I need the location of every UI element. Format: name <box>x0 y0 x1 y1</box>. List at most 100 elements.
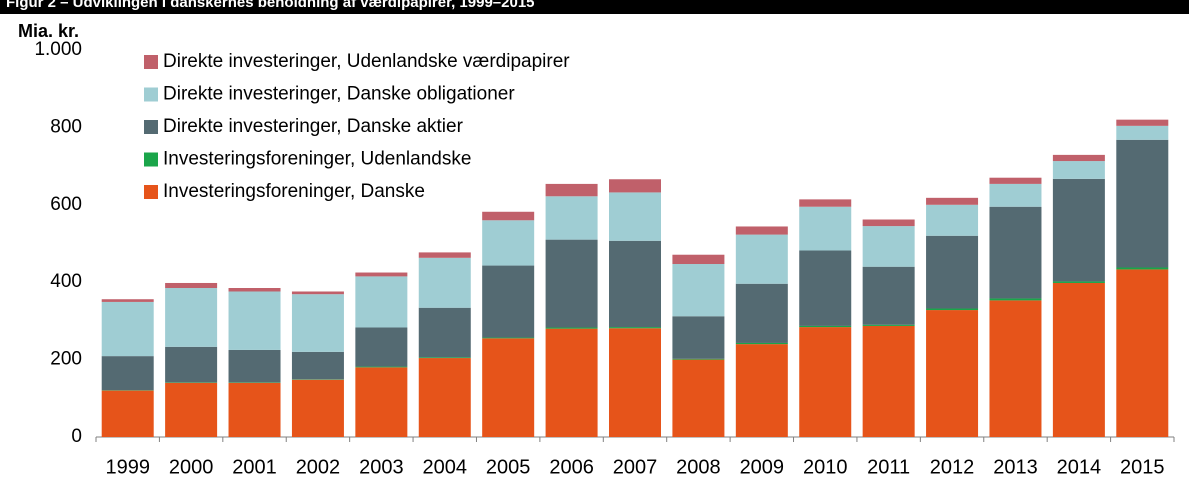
bar-segment <box>672 316 725 359</box>
bar-segment <box>672 264 725 317</box>
x-tick-label: 2008 <box>676 456 721 478</box>
legend-swatch <box>144 120 158 134</box>
bar-segment <box>1116 119 1169 126</box>
bar-segment <box>926 197 979 205</box>
bar-segment <box>926 235 979 309</box>
legend-swatch <box>144 152 158 167</box>
bar-segment <box>1116 269 1169 437</box>
bar-segment <box>799 250 852 326</box>
legend-label: Investeringsforeninger, Danske <box>163 181 425 202</box>
bar-segment <box>1116 139 1169 268</box>
bar-segment <box>355 327 408 367</box>
bar-segment <box>228 382 281 437</box>
bar-segment <box>862 226 915 267</box>
bar-segment <box>989 183 1042 207</box>
bar-segment <box>418 357 471 359</box>
bar-segment <box>1052 282 1105 437</box>
bar-segment <box>989 206 1042 299</box>
title-bar <box>0 0 1189 14</box>
bar-segment <box>291 294 344 352</box>
y-tick-label: 0 <box>71 426 82 447</box>
bar-segment <box>545 183 598 197</box>
x-tick-label: 2015 <box>1120 456 1165 478</box>
x-tick-label: 2012 <box>930 456 975 478</box>
bar-segment <box>799 206 852 251</box>
bar-segment <box>1052 161 1105 179</box>
bar-segment <box>799 325 852 328</box>
bar-segment <box>291 351 344 380</box>
bar-segment <box>609 179 661 193</box>
x-tick-label: 1999 <box>105 456 150 478</box>
bar-segment <box>482 265 535 338</box>
bar-segment <box>291 291 344 295</box>
x-tick-label: 2009 <box>740 456 785 478</box>
legend-swatch <box>144 185 158 199</box>
x-tick-label: 2005 <box>486 456 531 478</box>
bar-segment <box>609 240 661 328</box>
bar-segment <box>545 239 598 328</box>
bar-segment <box>482 220 535 266</box>
bar-segment <box>672 359 725 437</box>
bar-segment <box>1052 178 1105 282</box>
y-tick-label: 200 <box>50 349 82 370</box>
x-tick-label: 2001 <box>232 456 277 478</box>
bar-segment <box>355 276 408 328</box>
x-tick-label: 2014 <box>1057 456 1102 478</box>
x-tick-label: 2010 <box>803 456 848 478</box>
bar-segment <box>482 337 535 339</box>
bar-segment <box>228 349 281 383</box>
bar-segment <box>862 324 915 326</box>
bar-segment <box>926 310 979 437</box>
bar-segment <box>735 234 788 284</box>
bar-segment <box>418 257 471 308</box>
bar-segment <box>228 288 281 292</box>
y-tick-label: 1.000 <box>34 39 82 60</box>
bar-segment <box>672 254 725 265</box>
bar-segment <box>609 327 661 329</box>
bar-segment <box>989 177 1042 184</box>
bar-segment <box>989 298 1042 301</box>
x-tick-label: 2006 <box>549 456 594 478</box>
legend-label: Direkte investeringer, Udenlandske værdi… <box>163 51 570 72</box>
bar-segment <box>799 327 852 437</box>
bar-segment <box>672 358 725 360</box>
bar-segment <box>735 344 788 437</box>
bar-segment <box>101 301 154 357</box>
legend-swatch <box>144 55 158 69</box>
bar-segment <box>101 299 154 302</box>
y-tick-label: 600 <box>50 194 82 215</box>
bar-segment <box>609 192 661 241</box>
legend-label: Direkte investeringer, Danske aktier <box>163 116 464 137</box>
x-tick-label: 2003 <box>359 456 404 478</box>
bar-segment <box>291 379 344 437</box>
bar-segment <box>355 367 408 437</box>
bar-segment <box>482 211 535 221</box>
bar-segment <box>735 283 788 343</box>
y-tick-label: 400 <box>50 271 82 292</box>
legend-label: Direkte investeringer, Danske obligation… <box>163 84 515 105</box>
bar-segment <box>418 358 471 437</box>
bar-segment <box>355 366 408 368</box>
bar-segment <box>101 356 154 391</box>
bar-segment <box>926 204 979 236</box>
bar-segment <box>545 196 598 240</box>
x-tick-label: 2002 <box>296 456 341 478</box>
chart-title: Figur 2 – Udviklingen i danskernes behol… <box>6 0 535 11</box>
bar-segment <box>1116 125 1169 140</box>
bar-segment <box>545 327 598 329</box>
bar-segment <box>165 382 218 437</box>
bar-segment <box>862 266 915 325</box>
bar-segment <box>735 226 788 235</box>
bar-segment <box>1052 281 1105 283</box>
bar-segment <box>926 308 979 311</box>
bar-segment <box>1052 154 1105 162</box>
bar-segment <box>165 282 218 289</box>
y-axis-label: Mia. kr. <box>18 21 79 41</box>
x-tick-label: 2004 <box>423 456 468 478</box>
legend-swatch <box>144 87 158 102</box>
x-tick-label: 2013 <box>993 456 1038 478</box>
bar-segment <box>482 338 535 437</box>
bar-segment <box>989 300 1042 437</box>
bar-segment <box>418 252 471 258</box>
